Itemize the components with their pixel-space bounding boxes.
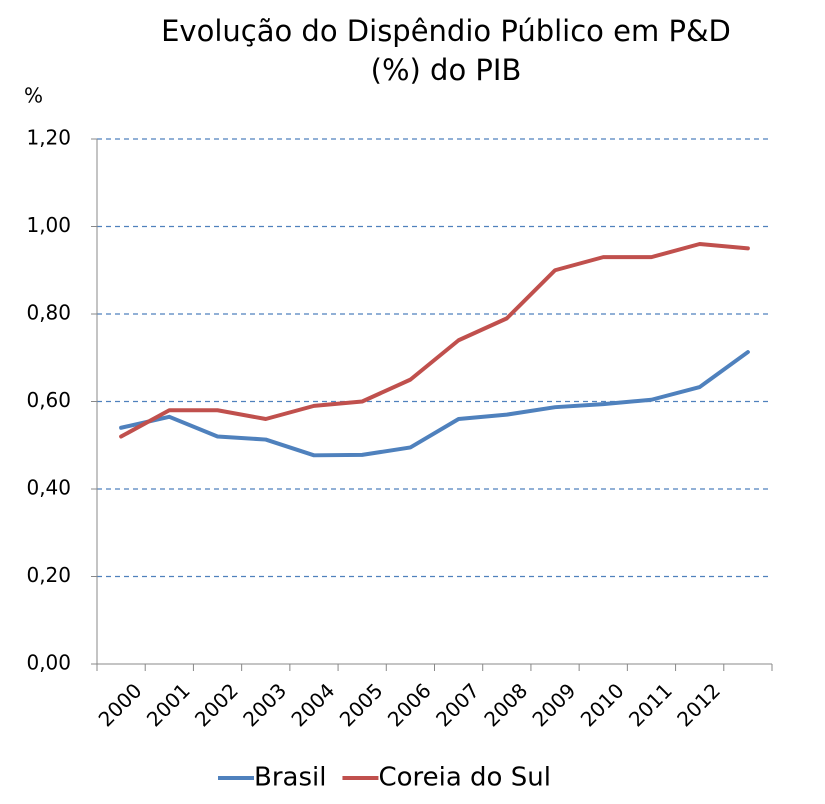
x-tick-label: 2008: [479, 678, 532, 731]
y-tick-label: 0,40: [26, 476, 71, 500]
y-tick-label: 0,00: [26, 651, 71, 675]
legend-label: Coreia do Sul: [378, 763, 550, 793]
chart-title: (%) do PIB: [371, 53, 522, 87]
x-tick-label: 2007: [431, 678, 484, 731]
y-tick-label: 0,20: [26, 563, 71, 587]
chart-title: Evolução do Dispêndio Público em P&D: [161, 14, 731, 48]
y-axis-label: %: [24, 84, 43, 108]
line-series: [119, 350, 750, 458]
x-tick-label: 2004: [286, 678, 339, 731]
x-tick-label: 2012: [672, 678, 725, 731]
x-tick-label: 2011: [624, 678, 677, 731]
y-tick-label: 1,00: [26, 213, 71, 237]
x-tick-label: 2005: [335, 678, 388, 731]
line-series: [119, 242, 750, 439]
x-tick-label: 2006: [383, 678, 436, 731]
x-tick-label: 2002: [190, 678, 243, 731]
x-tick-label: 2009: [527, 678, 580, 731]
x-tick-label: 2003: [238, 678, 291, 731]
legend-label: Brasil: [254, 763, 326, 793]
y-tick-label: 0,60: [26, 388, 71, 412]
y-tick-label: 0,80: [26, 301, 71, 325]
x-tick-label: 2000: [94, 678, 147, 731]
y-tick-label: 1,20: [26, 126, 71, 150]
x-tick-label: 2010: [576, 678, 629, 731]
x-tick-label: 2001: [142, 678, 195, 731]
